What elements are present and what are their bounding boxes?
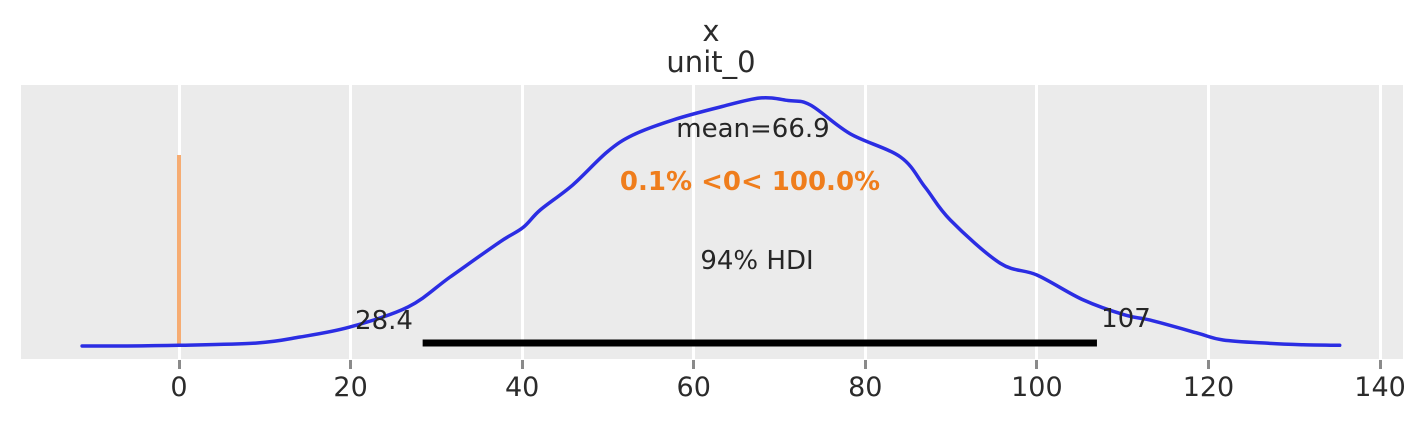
plot-title-variable: x — [702, 14, 720, 48]
x-tick-mark-80 — [863, 360, 867, 369]
kde-density-curve — [80, 95, 1342, 348]
x-tick-mark-40 — [520, 360, 524, 369]
mean-annotation: mean=66.9 — [676, 114, 830, 144]
x-tick-mark-20 — [349, 360, 353, 369]
gridline-x-60 — [692, 85, 696, 359]
plot-area — [21, 85, 1403, 359]
x-tick-label-0: 0 — [170, 372, 188, 403]
x-tick-mark-100 — [1035, 360, 1039, 369]
plot-title: x unit_0 — [666, 16, 755, 78]
x-tick-label-80: 80 — [848, 372, 883, 403]
kde-plot-canvas — [80, 95, 1342, 348]
plot-title-unit: unit_0 — [666, 45, 756, 79]
x-tick-label-40: 40 — [504, 372, 540, 403]
gridline-x-100 — [1035, 85, 1039, 359]
ref-val-annotation: 0.1% <0< 100.0% — [619, 167, 881, 197]
gridline-x-20 — [349, 85, 353, 359]
gridline-x-120 — [1206, 85, 1210, 359]
x-tick-label-20: 20 — [333, 372, 368, 403]
hdi-lower-label: 28.4 — [355, 306, 413, 336]
x-tick-mark-140 — [1378, 360, 1382, 369]
x-tick-label-100: 100 — [1011, 372, 1063, 403]
gridline-x-80 — [863, 85, 867, 359]
gridline-x-40 — [520, 85, 524, 359]
x-tick-mark-0 — [177, 360, 181, 369]
x-tick-mark-60 — [692, 360, 696, 369]
hdi-upper-label: 107 — [1101, 304, 1151, 334]
x-tick-label-60: 60 — [676, 372, 711, 403]
x-tick-label-140: 140 — [1354, 372, 1406, 403]
hdi-prob-label: 94% HDI — [700, 246, 814, 276]
x-tick-mark-120 — [1206, 360, 1210, 369]
gridline-x-140 — [1378, 85, 1382, 359]
x-tick-label-120: 120 — [1182, 372, 1235, 403]
